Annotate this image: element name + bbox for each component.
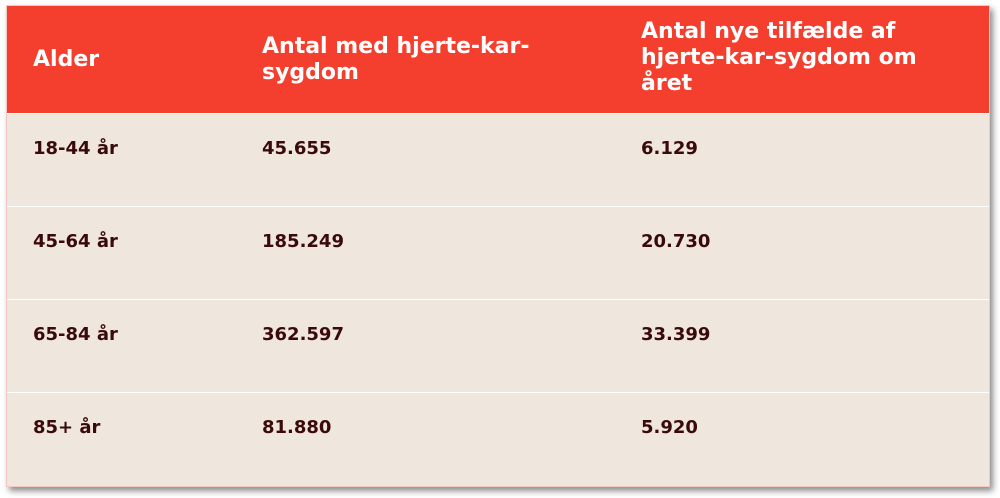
cell-new-cases: 6.129 bbox=[641, 138, 698, 159]
cell-new-cases: 5.920 bbox=[641, 417, 698, 438]
table-row: 65-84 år 362.597 33.399 bbox=[7, 299, 989, 393]
cell-new-cases: 33.399 bbox=[641, 324, 711, 345]
cell-count: 45.655 bbox=[262, 138, 332, 159]
cell-new-cases: 20.730 bbox=[641, 231, 711, 252]
cell-age: 65-84 år bbox=[33, 324, 118, 345]
cell-count: 185.249 bbox=[262, 231, 344, 252]
cell-count: 81.880 bbox=[262, 417, 332, 438]
header-age: Alder bbox=[33, 47, 100, 72]
data-table: Alder Antal med hjerte-kar-sygdom Antal … bbox=[6, 5, 990, 487]
cell-age: 85+ år bbox=[33, 417, 101, 438]
header-new-cases: Antal nye tilfælde af hjerte-kar-sygdom … bbox=[641, 19, 917, 96]
table-row: 18-44 år 45.655 6.129 bbox=[7, 113, 989, 207]
header-count: Antal med hjerte-kar-sygdom bbox=[262, 34, 530, 85]
table-header: Alder Antal med hjerte-kar-sygdom Antal … bbox=[7, 6, 989, 113]
cell-age: 45-64 år bbox=[33, 231, 118, 252]
table-row: 45-64 år 185.249 20.730 bbox=[7, 206, 989, 300]
cell-count: 362.597 bbox=[262, 324, 344, 345]
cell-age: 18-44 år bbox=[33, 138, 118, 159]
table-row: 85+ år 81.880 5.920 bbox=[7, 392, 989, 486]
